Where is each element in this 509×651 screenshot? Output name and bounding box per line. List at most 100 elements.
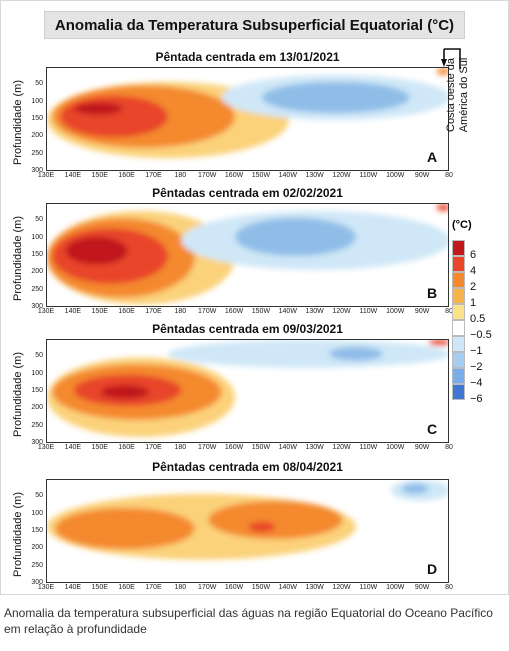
x-tick-label: 130W [305, 444, 324, 451]
x-tick-label: 110W [359, 308, 378, 315]
y-tick-label: 50 [35, 492, 43, 500]
legend-label: 4 [470, 265, 477, 277]
y-tick-label: 150 [31, 387, 43, 394]
legend-color-box [452, 256, 465, 272]
legend-unit: (°C) [452, 219, 472, 231]
heatmap-svg [47, 68, 448, 159]
x-tick-label: 120W [332, 444, 351, 451]
x-tick-label: 150W [251, 584, 271, 591]
panel-title: Pêntadas centrada em 08/04/2021 [152, 460, 343, 474]
x-tick-label: 120W [332, 172, 351, 179]
x-tick-label: 80 [445, 584, 453, 591]
y-tick-label: 200 [31, 404, 43, 412]
warm-anomaly-region [100, 385, 150, 399]
x-tick-label: 160E [118, 584, 135, 591]
x-tick-label: 180 [174, 584, 187, 591]
x-tick-label: 170W [198, 444, 217, 451]
heatmap-panel [46, 339, 449, 443]
x-tick-label: 90W [414, 308, 430, 315]
warm-anomaly-region [428, 340, 448, 346]
y-tick-label: 300 [31, 579, 43, 586]
heatmap-panel [46, 67, 449, 171]
panel-title: Pêntadas centrada em 09/03/2021 [152, 322, 343, 336]
legend-color-box [452, 368, 465, 384]
heatmap-panel [46, 479, 449, 583]
x-tick-label: 160E [118, 444, 135, 451]
x-tick-label: 160E [118, 172, 135, 179]
y-tick-label: 150 [31, 115, 43, 122]
legend-label: −4 [470, 377, 483, 389]
x-tick-label: 170E [145, 444, 162, 451]
x-tick-label: 140E [64, 444, 82, 451]
x-tick-label: 160W [224, 308, 244, 315]
x-tick-label: 180 [174, 444, 187, 451]
panel-letter: D [427, 561, 438, 577]
x-tick-label: 130E [37, 172, 55, 179]
y-tick-label: 300 [31, 167, 43, 174]
x-tick-label: 150E [91, 172, 108, 179]
warm-anomaly-region [436, 204, 448, 211]
x-tick-label: 140W [278, 172, 297, 179]
legend-color-box [452, 320, 465, 336]
legend-color-box [452, 336, 465, 352]
x-tick-label: 180 [174, 308, 187, 315]
y-tick-label: 50 [35, 216, 43, 224]
warm-anomaly-region [73, 102, 123, 115]
y-tick-label: 50 [35, 352, 43, 360]
x-tick-label: 160W [224, 584, 244, 591]
x-tick-label: 130W [305, 172, 324, 179]
panel-letter: A [427, 149, 438, 165]
legend-label: 1 [470, 297, 477, 309]
y-tick-label: 200 [31, 268, 43, 276]
x-tick-label: 130W [305, 308, 324, 315]
x-tick-label: 140E [64, 172, 82, 179]
x-tick-label: 80 [445, 308, 453, 315]
x-tick-label: 110W [359, 444, 378, 451]
x-tick-label: 130E [37, 444, 55, 451]
legend-color-box [452, 352, 465, 368]
x-tick-label: 140E [64, 308, 82, 315]
x-tick-label: 80 [445, 172, 453, 179]
x-tick-label: 90W [414, 584, 430, 591]
x-tick-label: 170W [198, 584, 217, 591]
x-tick-label: 170E [145, 172, 162, 179]
x-tick-label: 150W [251, 172, 271, 179]
y-axis-label: Profundidade (m) [12, 216, 24, 301]
x-tick-label: 100W [386, 172, 405, 179]
y-tick-label: 100 [31, 369, 43, 377]
x-tick-label: 170W [198, 172, 217, 179]
x-tick-label: 150W [251, 308, 271, 315]
x-tick-label: 120W [332, 308, 351, 315]
x-tick-label: 180 [174, 172, 187, 179]
y-tick-label: 200 [31, 132, 43, 140]
legend-label: 6 [470, 249, 477, 261]
panel-title: Pêntada centrada em 13/01/2021 [155, 50, 340, 64]
figure-title: Anomalia da Temperatura Subsuperficial E… [44, 11, 465, 39]
y-tick-label: 50 [35, 80, 43, 88]
x-tick-label: 150E [91, 444, 108, 451]
coast-arrow-icon [441, 48, 461, 69]
heatmap-svg [47, 204, 448, 305]
x-tick-label: 100W [386, 584, 405, 591]
legend-color-box [452, 240, 465, 256]
legend-label: 2 [470, 281, 477, 293]
warm-anomaly-region [208, 500, 343, 539]
heatmap-svg [47, 480, 448, 560]
x-tick-label: 80 [445, 444, 453, 451]
cold-anomaly-region [235, 217, 356, 256]
cold-anomaly-region [167, 340, 448, 368]
legend-label: −0.5 [470, 329, 492, 341]
panel-letter: C [427, 421, 438, 437]
x-tick-label: 90W [414, 444, 430, 451]
warm-anomaly-region [65, 236, 128, 265]
x-tick-label: 160W [224, 172, 244, 179]
cold-anomaly-region [329, 346, 383, 361]
panel-title: Pêntadas centrada em 02/02/2021 [152, 186, 343, 200]
x-tick-label: 130W [305, 584, 324, 591]
y-tick-label: 250 [31, 421, 43, 429]
y-tick-label: 250 [31, 285, 43, 293]
heatmap-panel [46, 203, 449, 307]
x-tick-label: 140W [278, 584, 297, 591]
x-tick-label: 170E [145, 584, 162, 591]
x-tick-label: 140E [64, 584, 82, 591]
